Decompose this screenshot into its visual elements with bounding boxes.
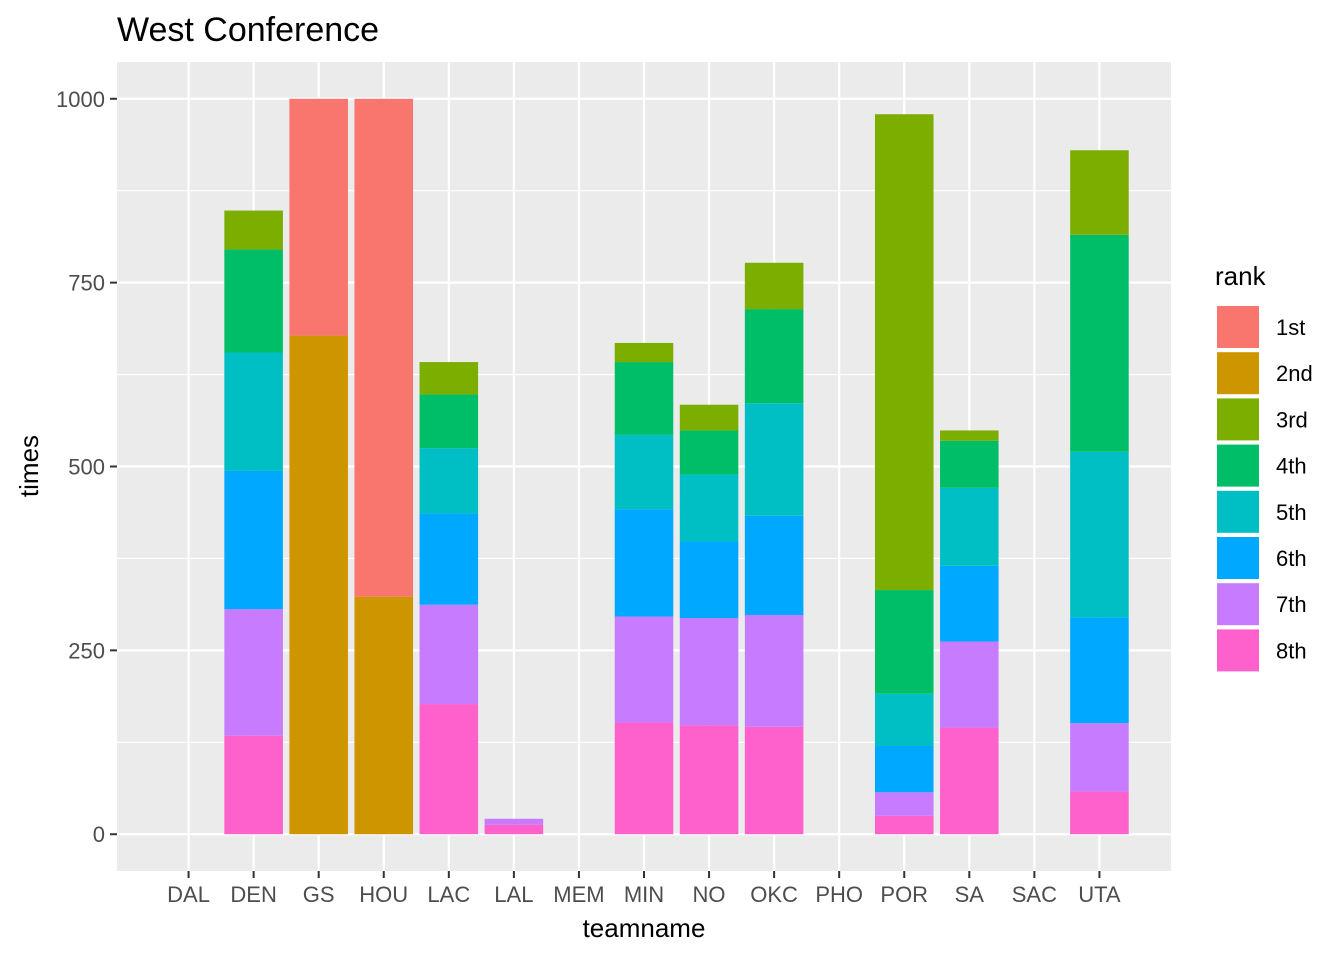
bar-segment-uta-3rd	[1070, 150, 1129, 235]
bar-segment-sa-3rd	[940, 430, 999, 441]
bar-segment-uta-5th	[1070, 451, 1129, 618]
bar-segment-min-5th	[614, 434, 674, 510]
bar-segment-por-8th	[874, 815, 934, 835]
bar-segment-sa-6th	[940, 565, 999, 642]
bar-segment-no-3rd	[679, 404, 739, 431]
bar-segment-no-6th	[679, 541, 739, 619]
bar-segment-no-5th	[679, 474, 739, 542]
legend-key-3rd	[1217, 398, 1259, 441]
y-tick-label: 750	[68, 271, 105, 296]
x-tick-label: OKC	[750, 882, 798, 907]
legend-label-7th: 7th	[1276, 592, 1307, 617]
x-tick-label: LAC	[427, 882, 470, 907]
x-tick-label: SAC	[1012, 882, 1057, 907]
x-tick-label: DEN	[230, 882, 276, 907]
bar-segment-okc-4th	[744, 309, 804, 404]
bar-segment-lal-8th	[484, 824, 544, 835]
legend-label-4th: 4th	[1276, 454, 1307, 479]
legend-key-2nd	[1217, 352, 1259, 395]
bar-segment-okc-3rd	[744, 262, 804, 310]
y-axis: 0 250 500 750 1000	[56, 87, 117, 847]
bar-segment-min-6th	[614, 509, 674, 617]
bar-segment-den-8th	[224, 735, 283, 835]
bar-segment-den-4th	[224, 249, 283, 353]
bar-segment-gs-1st	[289, 98, 348, 336]
bar-segment-no-7th	[679, 618, 739, 726]
bar-segment-okc-5th	[744, 403, 804, 516]
bar-segment-min-7th	[614, 616, 674, 723]
bar-segment-por-5th	[874, 693, 934, 746]
x-tick-label: MEM	[553, 882, 604, 907]
bar-segment-uta-8th	[1070, 791, 1129, 835]
bar-segment-lac-3rd	[419, 362, 479, 395]
bar-segment-min-8th	[614, 722, 674, 835]
bar-segment-uta-7th	[1070, 723, 1129, 792]
y-tick-label: 1000	[56, 87, 105, 112]
legend: rank 1st 2nd 3rd 4th 5th 6th 7th 8th	[1215, 261, 1313, 672]
bar-segment-lac-6th	[419, 513, 479, 605]
legend-key-6th	[1217, 537, 1259, 579]
y-tick-label: 250	[68, 638, 105, 663]
x-tick-label: POR	[880, 882, 928, 907]
bar-segment-hou-1st	[354, 98, 414, 597]
bar-segment-den-6th	[224, 470, 283, 610]
bar-segment-den-7th	[224, 609, 283, 736]
bar-segment-sa-8th	[940, 727, 999, 835]
bar-segment-por-7th	[874, 792, 934, 816]
x-tick-label: SA	[955, 882, 985, 907]
bar-segment-por-4th	[874, 590, 934, 694]
bar-segment-uta-6th	[1070, 617, 1129, 724]
legend-label-6th: 6th	[1276, 546, 1307, 571]
legend-label-2nd: 2nd	[1276, 361, 1313, 386]
bar-segment-den-5th	[224, 352, 283, 471]
y-axis-title: times	[14, 435, 44, 497]
legend-key-8th	[1217, 629, 1259, 672]
bar-segment-okc-7th	[744, 615, 804, 727]
bar-segment-hou-2nd	[354, 596, 414, 835]
bar-segment-sa-4th	[940, 440, 999, 488]
x-tick-label: UTA	[1078, 882, 1121, 907]
bar-segment-okc-8th	[744, 726, 804, 835]
legend-key-1st	[1217, 306, 1259, 348]
bar-segment-uta-4th	[1070, 234, 1129, 452]
bar-segment-min-3rd	[614, 342, 674, 363]
bar-segment-por-6th	[874, 745, 934, 793]
legend-title: rank	[1215, 261, 1267, 291]
legend-label-3rd: 3rd	[1276, 407, 1308, 432]
legend-label-1st: 1st	[1276, 315, 1305, 340]
bar-segment-sa-5th	[940, 487, 999, 566]
bar-segment-por-3rd	[874, 114, 934, 591]
bar-segment-min-4th	[614, 362, 674, 435]
y-tick-label: 0	[93, 822, 105, 847]
bars-group	[224, 98, 1129, 835]
x-axis-title: teamname	[583, 913, 706, 943]
legend-key-7th	[1217, 583, 1259, 626]
bar-segment-lac-4th	[419, 394, 479, 449]
bar-segment-lac-8th	[419, 704, 479, 835]
x-tick-label: DAL	[167, 882, 210, 907]
x-tick-label: MIN	[624, 882, 664, 907]
legend-label-5th: 5th	[1276, 500, 1307, 525]
bar-segment-no-8th	[679, 725, 739, 835]
bar-segment-lac-5th	[419, 448, 479, 514]
legend-label-8th: 8th	[1276, 638, 1307, 663]
x-tick-label: PHO	[815, 882, 863, 907]
chart-title: West Conference	[117, 11, 379, 49]
bar-segment-lac-7th	[419, 604, 479, 705]
bar-segment-no-4th	[679, 430, 739, 475]
bar-segment-okc-6th	[744, 515, 804, 616]
bar-segment-sa-7th	[940, 641, 999, 728]
y-tick-label: 500	[68, 455, 105, 480]
x-tick-label: LAL	[494, 882, 533, 907]
x-tick-label: HOU	[359, 882, 408, 907]
x-tick-label: GS	[303, 882, 335, 907]
legend-key-4th	[1217, 444, 1259, 487]
bar-segment-lal-7th	[484, 818, 544, 825]
legend-key-5th	[1217, 490, 1259, 533]
x-tick-label: NO	[693, 882, 726, 907]
bar-segment-den-3rd	[224, 210, 283, 250]
bar-segment-gs-2nd	[289, 335, 348, 835]
x-axis: DAL DEN GS HOU LAC LAL MEM MIN NO OKC PHO POR SA SAC U…	[167, 871, 1121, 907]
